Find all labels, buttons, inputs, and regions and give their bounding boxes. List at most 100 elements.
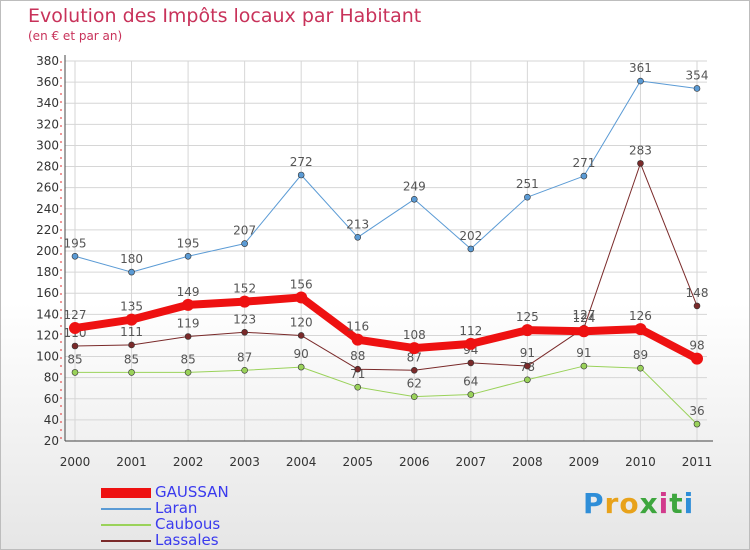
y-tick-label: 200 (36, 244, 59, 258)
data-label: 125 (516, 310, 539, 324)
y-tick-label: 140 (36, 307, 59, 321)
data-point (634, 323, 647, 336)
data-point (524, 362, 531, 370)
x-tick-label: 2004 (286, 455, 317, 469)
data-label: 91 (520, 346, 535, 360)
data-point (184, 252, 192, 260)
legend-swatch (101, 524, 151, 526)
data-label: 180 (120, 252, 143, 266)
x-tick-label: 2002 (173, 455, 204, 469)
data-point (297, 171, 305, 179)
data-label: 202 (459, 229, 482, 243)
chart-title: Evolution des Impôts locaux par Habitant (28, 5, 422, 27)
data-label: 195 (177, 236, 200, 250)
data-point (125, 313, 138, 326)
y-tick-label: 300 (36, 138, 59, 152)
data-label: 272 (290, 155, 313, 169)
data-label: 108 (403, 328, 426, 342)
logo-letter: P (583, 487, 605, 520)
x-tick-label: 2005 (342, 455, 373, 469)
data-point (693, 302, 701, 310)
data-label: 98 (689, 339, 704, 353)
data-point (521, 324, 534, 337)
data-point (410, 195, 418, 203)
data-point (241, 240, 248, 247)
data-label: 120 (290, 315, 313, 329)
legend-swatch (101, 540, 151, 542)
y-tick-label: 80 (44, 371, 59, 385)
legend-label: Caubous (155, 515, 221, 533)
data-point (467, 391, 475, 398)
data-point (524, 193, 531, 201)
data-point (351, 333, 364, 346)
y-tick-label: 120 (36, 328, 59, 342)
y-tick-label: 60 (44, 392, 59, 406)
x-tick-label: 2008 (512, 455, 543, 469)
y-tick-label: 20 (44, 434, 59, 448)
data-point (693, 420, 701, 428)
y-tick-label: 160 (36, 286, 59, 300)
data-point (524, 376, 531, 384)
data-point (354, 365, 362, 373)
data-label: 87 (407, 350, 422, 364)
data-point (637, 77, 644, 85)
data-point (580, 172, 588, 180)
data-label: 271 (572, 156, 595, 170)
y-tick-label: 360 (36, 75, 59, 89)
x-tick-label: 2000 (60, 455, 91, 469)
data-point (464, 337, 477, 350)
y-tick-label: 320 (36, 117, 59, 131)
data-point (238, 295, 251, 308)
data-label: 135 (120, 300, 143, 314)
legend-label: Laran (155, 499, 198, 517)
data-point (297, 332, 305, 339)
x-tick-label: 2003 (229, 455, 260, 469)
y-tick-label: 240 (36, 202, 59, 216)
data-point (241, 328, 248, 336)
data-point (184, 333, 192, 340)
data-point (410, 393, 418, 400)
data-point (408, 342, 421, 355)
data-label: 85 (180, 352, 195, 366)
data-label: 127 (64, 308, 87, 322)
data-label: 119 (177, 317, 200, 331)
data-label: 85 (124, 352, 139, 366)
logo-letter: o (619, 487, 640, 520)
data-label: 156 (290, 277, 313, 291)
y-tick-label: 220 (36, 223, 59, 237)
data-label: 88 (350, 349, 365, 363)
data-label: 126 (629, 309, 652, 323)
proxiti-logo: Proxiti (583, 487, 694, 520)
data-point (184, 369, 192, 376)
logo-letter: x (639, 487, 659, 520)
data-label: 251 (516, 177, 539, 191)
data-point (354, 383, 362, 391)
data-label: 148 (686, 286, 709, 300)
legend-swatch (101, 508, 151, 510)
y-tick-label: 260 (36, 181, 59, 195)
series-line-gaussan (71, 293, 701, 363)
data-point (577, 325, 590, 338)
data-point (295, 291, 308, 304)
logo-letter: i (683, 487, 695, 520)
series-line-laran (74, 80, 698, 273)
data-label: 361 (629, 61, 652, 75)
data-point (693, 85, 701, 92)
legend-swatch (101, 488, 151, 498)
data-point (71, 369, 79, 376)
data-point (410, 366, 418, 374)
series-line-lassales (74, 162, 698, 371)
data-label: 36 (689, 404, 704, 418)
data-label: 89 (633, 348, 648, 362)
x-tick-label: 2006 (399, 455, 430, 469)
data-label: 111 (120, 325, 143, 339)
data-label: 90 (294, 347, 309, 361)
data-point (467, 245, 475, 253)
data-point (297, 363, 305, 371)
data-label: 124 (572, 311, 595, 325)
data-label: 71 (350, 367, 365, 381)
x-tick-label: 2010 (625, 455, 656, 469)
y-tick-label: 40 (44, 413, 59, 427)
data-point (69, 322, 81, 335)
